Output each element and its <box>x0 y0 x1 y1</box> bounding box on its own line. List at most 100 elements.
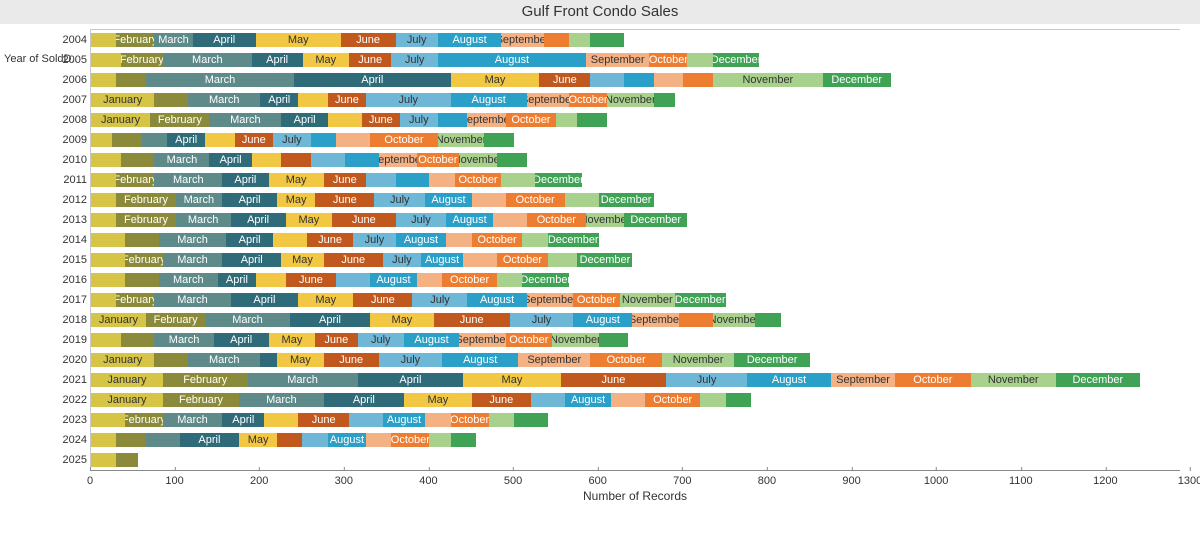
bar-segment: July <box>666 373 746 387</box>
bar-segment <box>654 73 684 87</box>
bar-segment: February <box>116 293 154 307</box>
stacked-bar: JanuaryFebruaryMarchAprilJuneJulySeptemb… <box>91 113 607 127</box>
bar-segment <box>116 453 137 467</box>
bar-segment: April <box>214 333 269 347</box>
bar-segment: February <box>116 173 154 187</box>
bar-segment <box>154 353 188 367</box>
stacked-bar: JanuaryFebruaryMarchAprilMayJuneAugustOc… <box>91 393 751 407</box>
bar-segment: May <box>239 433 277 447</box>
bar-segment: March <box>154 173 222 187</box>
stacked-bar: JanuaryMarchMayJuneJulyAugustSeptemberOc… <box>91 353 810 367</box>
bar-segment: March <box>176 213 231 227</box>
bar-segment: September <box>459 333 506 347</box>
bar-segment: April <box>260 93 298 107</box>
bar-segment <box>252 153 282 167</box>
bar-segment: June <box>324 253 383 267</box>
bar-segment: August <box>451 93 527 107</box>
bar-segment: July <box>412 293 467 307</box>
bar-segment <box>569 33 590 47</box>
year-label: 2013 <box>47 214 91 226</box>
bar-segment <box>281 153 311 167</box>
bar-segment <box>599 333 629 347</box>
stacked-bar: JanuaryFebruaryMarchAprilMayJuneJulyAugu… <box>91 313 781 327</box>
bar-segment: March <box>154 33 192 47</box>
table-row: 2009AprilJuneJulyOctoberNovember <box>91 130 1180 150</box>
bar-segment <box>687 53 712 67</box>
bar-segment <box>493 213 527 227</box>
bar-segment: December <box>548 233 599 247</box>
bar-segment: May <box>463 373 560 387</box>
bar-segment: August <box>404 333 459 347</box>
x-tick: 700 <box>673 471 691 487</box>
stacked-bar: MarchAprilMayJuneNovemberDecember <box>91 73 891 87</box>
year-label: 2008 <box>47 114 91 126</box>
bar-segment <box>302 433 327 447</box>
bar-segment <box>438 113 468 127</box>
bar-segment <box>624 73 654 87</box>
bar-segment: June <box>353 293 412 307</box>
bar-segment: June <box>561 373 667 387</box>
bar-segment <box>264 413 298 427</box>
table-row: 2014MarchAprilJuneJulyAugustOctoberDecem… <box>91 230 1180 250</box>
bar-segment <box>328 113 362 127</box>
bar-segment: January <box>91 393 163 407</box>
bar-segment: March <box>176 193 223 207</box>
bar-segment <box>91 53 121 67</box>
bar-segment <box>91 273 125 287</box>
bar-segment: April <box>358 373 464 387</box>
bar-segment: April <box>324 393 404 407</box>
bar-segment: June <box>434 313 510 327</box>
table-row: 2015FebruaryMarchAprilMayJuneJulyAugustO… <box>91 250 1180 270</box>
year-label: 2004 <box>47 34 91 46</box>
year-label: 2023 <box>47 414 91 426</box>
table-row: 2019MarchAprilMayJuneJulyAugustSeptember… <box>91 330 1180 350</box>
bar-segment: April <box>222 173 269 187</box>
stacked-bar: MarchAprilSeptemberOctoberNovember <box>91 153 527 167</box>
bar-segment <box>679 313 713 327</box>
table-row: 2006MarchAprilMayJuneNovemberDecember <box>91 70 1180 90</box>
bar-segment <box>121 153 155 167</box>
bar-segment: July <box>391 53 438 67</box>
x-tick: 300 <box>335 471 353 487</box>
bar-segment: November <box>586 213 624 227</box>
bar-segment <box>611 393 645 407</box>
bar-segment: June <box>362 113 400 127</box>
bar-segment <box>125 233 159 247</box>
table-row: 2005FebruaryMarchAprilMayJuneJulyAugustS… <box>91 50 1180 70</box>
bar-segment <box>726 393 751 407</box>
bar-segment: October <box>391 433 429 447</box>
bar-segment: February <box>146 313 205 327</box>
bar-segment: March <box>239 393 324 407</box>
stacked-bar: FebruaryMarchAprilMayJuneJulyAugustSepte… <box>91 33 624 47</box>
bar-segment <box>91 133 112 147</box>
stacked-bar <box>91 453 138 467</box>
bar-segment <box>91 433 116 447</box>
bar-segment: September <box>527 93 569 107</box>
bar-segment: May <box>370 313 433 327</box>
bar-segment: February <box>125 413 163 427</box>
bar-segment <box>116 73 146 87</box>
x-tick: 1000 <box>924 471 948 487</box>
bar-segment: September <box>379 153 417 167</box>
bar-segment: March <box>154 293 230 307</box>
bar-segment: May <box>298 293 353 307</box>
bar-segment: November <box>607 93 654 107</box>
bar-segment: October <box>649 53 687 67</box>
bar-segment: July <box>366 93 451 107</box>
bar-segment <box>425 413 450 427</box>
bar-segment <box>590 33 624 47</box>
x-tick: 600 <box>589 471 607 487</box>
bar-segment: July <box>358 333 405 347</box>
bar-segment: May <box>269 333 316 347</box>
year-label: 2025 <box>47 454 91 466</box>
bar-segment: August <box>467 293 526 307</box>
bar-segment: May <box>269 173 324 187</box>
bar-segment: August <box>396 233 447 247</box>
bar-segment: November <box>552 333 599 347</box>
bar-segment: July <box>353 233 395 247</box>
bar-segment <box>91 33 116 47</box>
bar-segment: October <box>442 273 497 287</box>
bar-segment: June <box>298 413 349 427</box>
year-label: 2005 <box>47 54 91 66</box>
bar-segment <box>654 93 675 107</box>
